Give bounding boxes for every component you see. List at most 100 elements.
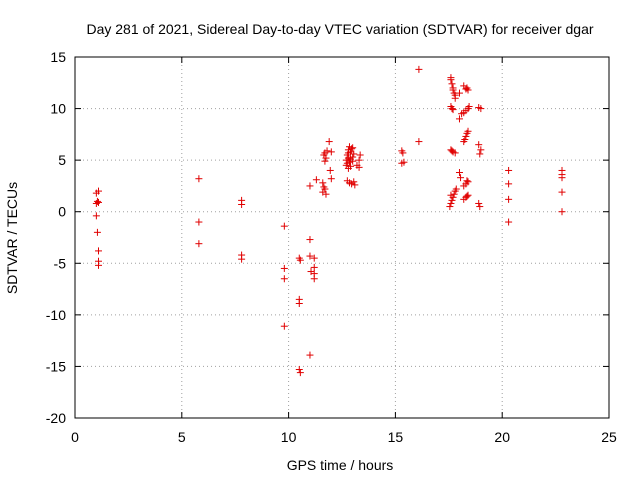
- data-point: [306, 236, 314, 244]
- data-point: [347, 162, 355, 170]
- x-tick-label: 10: [281, 429, 297, 445]
- data-point: [238, 200, 246, 208]
- data-point: [312, 176, 320, 184]
- data-point: [306, 351, 314, 359]
- data-point: [477, 146, 485, 154]
- data-point: [94, 187, 102, 195]
- data-point: [464, 191, 472, 199]
- x-axis-label: GPS time / hours: [287, 457, 394, 473]
- data-point: [327, 175, 335, 183]
- data-point: [477, 105, 485, 113]
- plot-frame: [74, 56, 610, 419]
- data-point: [327, 148, 335, 156]
- axis-ticks: [74, 56, 610, 419]
- data-point: [350, 150, 358, 158]
- data-point: [452, 185, 460, 193]
- data-point: [306, 252, 314, 260]
- data-point: [295, 366, 303, 374]
- x-tick-labels: 0 5 10 15 20 25: [71, 429, 617, 445]
- data-point: [295, 300, 303, 308]
- data-point: [464, 127, 472, 135]
- data-point: [451, 94, 459, 102]
- data-point: [306, 182, 314, 190]
- data-point: [347, 155, 355, 163]
- data-point: [325, 138, 333, 146]
- x-tick-label: 15: [388, 429, 404, 445]
- data-points: [92, 65, 566, 377]
- data-point: [345, 158, 353, 166]
- data-point: [448, 105, 456, 113]
- data-point: [476, 150, 484, 158]
- data-point: [195, 218, 203, 226]
- data-point: [475, 141, 483, 149]
- data-point: [457, 174, 465, 182]
- data-point: [449, 86, 457, 94]
- data-point: [280, 222, 288, 230]
- data-point: [449, 106, 457, 114]
- y-tick-label: 10: [50, 101, 66, 117]
- data-point: [321, 157, 329, 165]
- data-point: [399, 149, 407, 157]
- data-point: [455, 169, 463, 177]
- data-point: [448, 196, 456, 204]
- data-point: [415, 65, 423, 73]
- data-point: [455, 115, 463, 123]
- data-point: [280, 322, 288, 330]
- data-point: [505, 180, 513, 188]
- data-point: [451, 149, 459, 157]
- data-point: [476, 203, 484, 211]
- data-point: [280, 275, 288, 283]
- x-tick-label: 5: [178, 429, 186, 445]
- data-point: [448, 80, 456, 88]
- y-tick-labels: -20 -15 -10 -5 0 5 10 15: [46, 49, 66, 426]
- data-point: [463, 192, 471, 200]
- y-tick-label: -20: [46, 410, 66, 426]
- data-point: [450, 190, 458, 198]
- data-point: [505, 166, 513, 174]
- chart-title: Day 281 of 2021, Sidereal Day-to-day VTE…: [86, 21, 593, 37]
- y-tick-label: 15: [50, 49, 66, 65]
- data-point: [350, 178, 358, 186]
- data-point: [349, 144, 357, 152]
- data-point: [355, 156, 363, 164]
- data-point: [310, 263, 318, 271]
- y-tick-label: -15: [46, 358, 66, 374]
- data-point: [195, 175, 203, 183]
- data-point: [94, 261, 102, 269]
- data-point: [475, 199, 483, 207]
- data-point: [296, 369, 304, 377]
- data-point: [558, 174, 566, 182]
- data-point: [94, 247, 102, 255]
- y-axis-label: SDTVAR / TECUs: [4, 182, 20, 294]
- data-point: [321, 185, 329, 193]
- data-point: [92, 212, 100, 220]
- grid-lines: [75, 57, 609, 418]
- x-tick-label: 0: [71, 429, 79, 445]
- data-point: [326, 166, 334, 174]
- data-point: [280, 264, 288, 272]
- x-tick-label: 20: [494, 429, 510, 445]
- data-point: [447, 199, 455, 207]
- x-tick-label: 25: [601, 429, 617, 445]
- y-tick-label: 5: [58, 152, 66, 168]
- data-point: [464, 86, 472, 94]
- data-point: [351, 181, 359, 189]
- data-point: [415, 138, 423, 146]
- data-point: [344, 149, 352, 157]
- data-point: [558, 188, 566, 196]
- data-point: [238, 255, 246, 263]
- data-point: [356, 151, 364, 159]
- data-point: [455, 89, 463, 97]
- data-point: [296, 256, 304, 264]
- data-point: [558, 208, 566, 216]
- data-point: [505, 195, 513, 203]
- data-point: [94, 198, 102, 206]
- data-point: [462, 132, 470, 140]
- data-point: [195, 240, 203, 248]
- data-point: [323, 147, 331, 155]
- data-point: [400, 158, 408, 166]
- data-point: [461, 136, 469, 144]
- data-point: [447, 191, 455, 199]
- data-point: [93, 228, 101, 236]
- data-point: [464, 178, 472, 186]
